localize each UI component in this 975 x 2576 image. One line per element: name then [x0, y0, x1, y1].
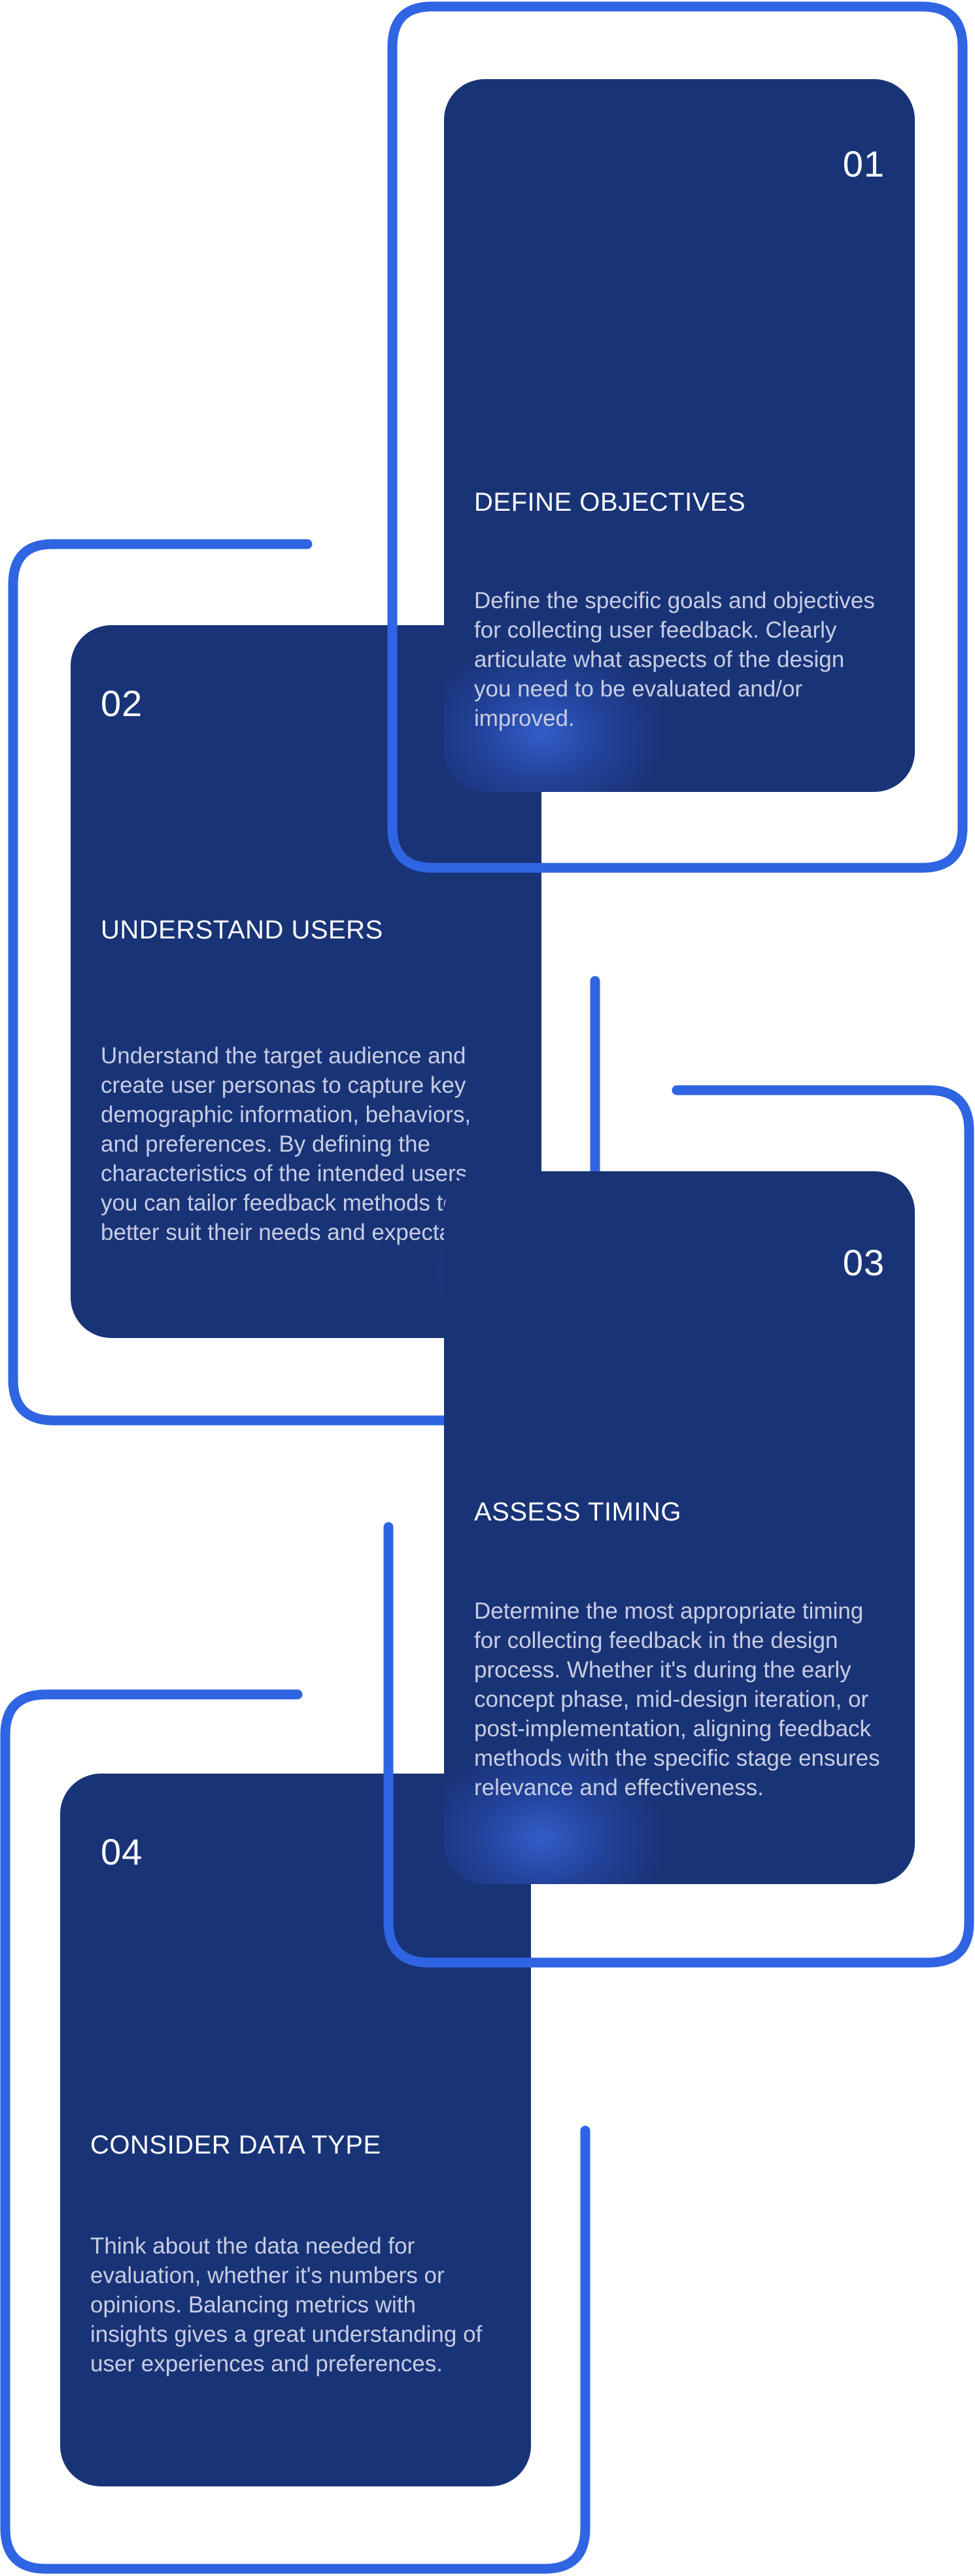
step-title: ASSESS TIMING [474, 1498, 681, 1526]
step-title: UNDERSTAND USERS [101, 916, 383, 944]
step-number: 02 [101, 683, 143, 724]
step-number: 03 [842, 1242, 885, 1283]
step-description: Define the specific goals and objectives… [474, 588, 875, 731]
step-card-01: 01 DEFINE OBJECTIVES Define the specific… [444, 79, 915, 792]
step-description: Think about the data needed for evaluati… [90, 2233, 483, 2377]
step-title: CONSIDER DATA TYPE [90, 2131, 381, 2159]
step-number: 01 [842, 143, 885, 184]
step-card-04: 04 CONSIDER DATA TYPE Think about the da… [60, 1774, 531, 2486]
step-description: Determine the most appropriate timing fo… [474, 1598, 880, 1800]
step-number: 04 [101, 1831, 143, 1872]
step-title: DEFINE OBJECTIVES [474, 488, 746, 517]
step-card-03: 03 ASSESS TIMING Determine the most appr… [444, 1171, 915, 1884]
